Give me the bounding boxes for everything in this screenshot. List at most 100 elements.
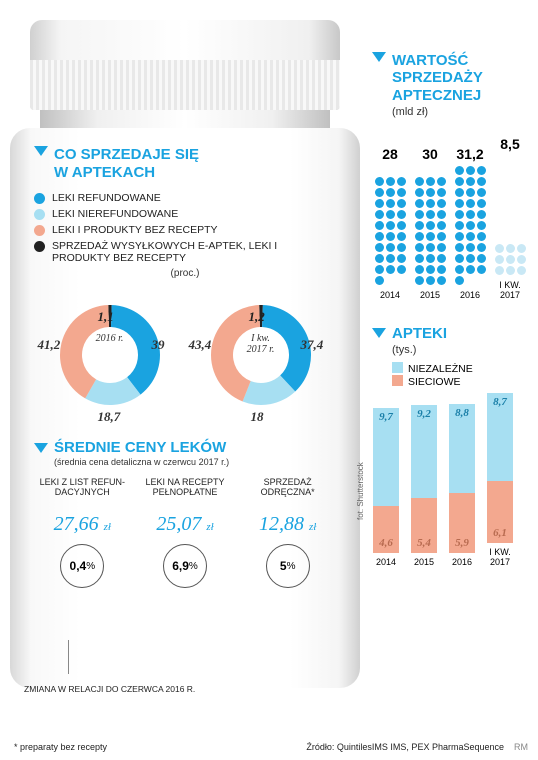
donut-charts: 2016 r.3918,741,21,1I kw.2017 r.37,41843… [34, 285, 336, 425]
segment-label: 6,1 [487, 527, 513, 539]
price-value: 12,88 zł [239, 513, 336, 536]
legend-label: SIECIOWE [408, 376, 461, 388]
legend-item: LEKI I PRODUKTY BEZ RECEPTY [34, 224, 336, 236]
price-head: LEKI Z LIST REFUN- DACYJNYCH [34, 477, 131, 511]
price-columns: LEKI Z LIST REFUN- DACYJNYCH 27,66 zł 0,… [34, 477, 336, 588]
connector-line [68, 640, 69, 674]
dot-grid [375, 166, 406, 285]
price-column: LEKI NA RECEPTY PEŁNOPŁATNE 25,07 zł 6,9… [137, 477, 234, 588]
arrow-down-icon [372, 52, 386, 62]
legend-item: SIECIOWE [392, 375, 530, 388]
bar-year: I KW.2017 [489, 548, 511, 568]
dot-grid [495, 156, 526, 275]
dot-column: 8,5 I KW.2017 [492, 136, 528, 301]
whats-sold-section: CO SPRZEDAJE SIĘ W APTEKACH LEKI REFUNDO… [34, 146, 336, 425]
bar-segment-top: 8,7 [487, 393, 513, 481]
bottle-neck [40, 110, 330, 128]
bar-segment-top: 9,7 [373, 408, 399, 506]
section-title: WARTOŚĆ [392, 52, 483, 69]
price-column: LEKI Z LIST REFUN- DACYJNYCH 27,66 zł 0,… [34, 477, 131, 588]
dot-column: 302015 [412, 146, 448, 301]
segment-label: 9,7 [373, 411, 399, 423]
segment-label: 4,6 [373, 537, 399, 549]
price-head: SPRZEDAŻ ODRĘCZNA* [239, 477, 336, 511]
unit-label: (proc.) [34, 268, 336, 279]
legend-label: NIEZALEŻNE [408, 363, 473, 375]
dot-year: 2014 [380, 291, 400, 301]
photo-credit: fot. Shutterstock [356, 462, 365, 520]
legend-swatch [34, 225, 45, 236]
change-note: ZMIANA W RELACJI DO CZERWCA 2016 R. [24, 684, 195, 694]
dot-value: 8,5 [500, 136, 519, 152]
avg-prices-section: ŚREDNIE CENY LEKÓW (średnia cena detalic… [34, 439, 336, 588]
dot-matrix-chart: 28 2014 302015 31,2 2016 8,5 I KW.2017 [372, 136, 530, 301]
donut-chart: 2016 r.3918,741,21,1 [40, 285, 180, 425]
slice-label: 1,2 [249, 309, 265, 325]
slice-label: 43,4 [189, 337, 212, 353]
change-circle: 6,9% [163, 544, 207, 588]
legend-item: SPRZEDAŻ WYSYŁKOWYCH E-APTEK, LEKI I PRO… [34, 240, 336, 264]
price-value: 27,66 zł [34, 513, 131, 536]
bar-segment-top: 8,8 [449, 404, 475, 493]
section-title: APTEKI [392, 325, 447, 342]
bar-year: 2014 [376, 558, 396, 568]
dot-column: 28 2014 [372, 146, 408, 301]
segment-label: 8,7 [487, 396, 513, 408]
footnote: * preparaty bez recepty [14, 742, 107, 752]
change-circle: 5% [266, 544, 310, 588]
section-subtitle: (średnia cena detaliczna w czerwcu 2017 … [54, 457, 336, 467]
dot-value: 31,2 [456, 146, 483, 162]
dot-year: I KW.2017 [499, 281, 521, 301]
price-value: 25,07 zł [137, 513, 234, 536]
bar-year: 2016 [452, 558, 472, 568]
bar-segment-bottom: 5,4 [411, 498, 437, 553]
legend-item: LEKI NIEREFUNDOWANE [34, 208, 336, 220]
section-title: APTECZNEJ [392, 87, 483, 104]
legend: LEKI REFUNDOWANELEKI NIEREFUNDOWANELEKI … [34, 192, 336, 264]
pill-bottle-graphic: CO SPRZEDAJE SIĘ W APTEKACH LEKI REFUNDO… [10, 20, 360, 700]
stacked-bar: 5,9 8,8 2016 [448, 404, 476, 568]
legend-swatch [34, 241, 45, 252]
slice-label: 18,7 [98, 409, 121, 425]
bar-segment-bottom: 5,9 [449, 493, 475, 553]
unit-label: (mld zł) [392, 106, 483, 118]
dot-grid [455, 166, 486, 285]
legend-swatch [34, 209, 45, 220]
legend-swatch [392, 362, 403, 373]
dot-year: 2016 [460, 291, 480, 301]
price-column: SPRZEDAŻ ODRĘCZNA* 12,88 zł 5% [239, 477, 336, 588]
source: Źródło: QuintilesIMS IMS, PEX PharmaSequ… [306, 742, 504, 752]
bar-segment-top: 9,2 [411, 405, 437, 498]
legend: NIEZALEŻNESIECIOWE [392, 362, 530, 388]
legend-item: NIEZALEŻNE [392, 362, 530, 375]
bottle-body: CO SPRZEDAJE SIĘ W APTEKACH LEKI REFUNDO… [10, 128, 360, 688]
bar-year: 2015 [414, 558, 434, 568]
arrow-down-icon [372, 328, 386, 338]
price-head: LEKI NA RECEPTY PEŁNOPŁATNE [137, 477, 234, 511]
donut-chart: I kw.2017 r.37,41843,41,2 [191, 285, 331, 425]
legend-label: SPRZEDAŻ WYSYŁKOWYCH E-APTEK, LEKI I PRO… [52, 240, 336, 264]
section-title: ŚREDNIE CENY LEKÓW [54, 439, 226, 457]
arrow-down-icon [34, 146, 48, 156]
slice-label: 41,2 [38, 337, 61, 353]
slice-label: 18 [251, 409, 264, 425]
sales-value-section: WARTOŚĆ SPRZEDAŻY APTECZNEJ (mld zł) 282… [372, 52, 530, 301]
change-circle: 0,4% [60, 544, 104, 588]
bottle-cap [30, 20, 340, 110]
section-title: SPRZEDAŻY [392, 69, 483, 86]
slice-label: 39 [152, 337, 165, 353]
segment-label: 8,8 [449, 407, 475, 419]
dot-value: 30 [422, 146, 438, 162]
dot-value: 28 [382, 146, 398, 162]
legend-swatch [392, 375, 403, 386]
stacked-bar-chart: 4,6 9,7 2014 5,4 9,2 2015 5,9 8,8 2016 6… [372, 400, 530, 568]
bar-segment-bottom: 4,6 [373, 506, 399, 553]
legend-swatch [34, 193, 45, 204]
unit-label: (tys.) [392, 344, 530, 356]
segment-label: 5,4 [411, 537, 437, 549]
slice-label: 37,4 [301, 337, 324, 353]
bar-segment-bottom: 6,1 [487, 481, 513, 543]
section-title: CO SPRZEDAJE SIĘ [54, 146, 199, 164]
arrow-down-icon [34, 443, 48, 453]
legend-label: LEKI NIEREFUNDOWANE [52, 208, 178, 220]
